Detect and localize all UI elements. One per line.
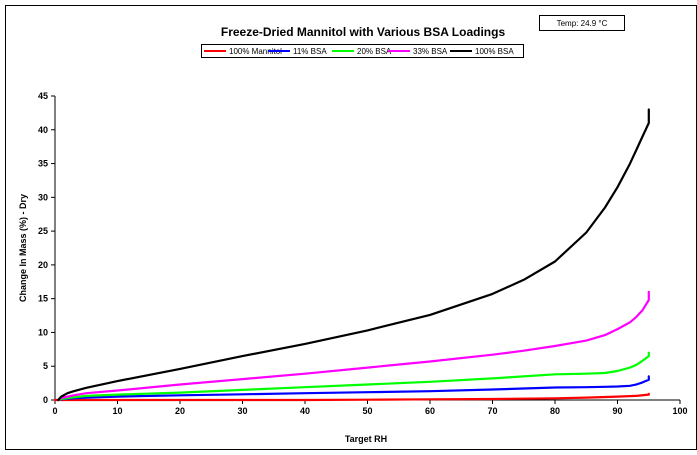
- x-tick-label: 90: [612, 406, 622, 416]
- x-tick-label: 30: [237, 406, 247, 416]
- series-line-11-bsa: [56, 375, 650, 402]
- x-tick-label: 70: [487, 406, 497, 416]
- legend-label: 33% BSA: [413, 47, 448, 56]
- series-line-20-bsa: [56, 351, 650, 402]
- y-tick-label: 40: [38, 125, 48, 135]
- legend-label: 20% BSA: [357, 47, 392, 56]
- x-tick-label: 80: [550, 406, 560, 416]
- x-tick-label: 0: [52, 406, 57, 416]
- legend-label: 100% BSA: [475, 47, 514, 56]
- legend: 100% Mannitol 11% BSA 20% BSA 33% BSA 100% B…: [201, 44, 524, 58]
- x-tick-label: 10: [112, 406, 122, 416]
- y-tick-label: 15: [38, 294, 48, 304]
- y-tick-label: 30: [38, 192, 48, 202]
- chart-area-border: [5, 5, 697, 450]
- x-tick-label: 40: [300, 406, 310, 416]
- series-line-100-mannitol: [53, 392, 650, 402]
- x-tick-label: 50: [362, 406, 372, 416]
- x-tick-label: 60: [425, 406, 435, 416]
- legend-entry-100-bsa: 100% BSA: [450, 47, 514, 56]
- plot-area: 0 5 10 15 20 25 30 35 40 45 0 10 20 30 40 50 60 70 80 90 100: [38, 91, 688, 416]
- x-tick-label: 20: [175, 406, 185, 416]
- series-line-100-bsa: [56, 108, 650, 402]
- temperature-label: Temp: 24.9 °C: [557, 19, 608, 28]
- legend-entry-33-bsa: 33% BSA: [388, 47, 448, 56]
- y-tick-label: 10: [38, 327, 48, 337]
- series-line-33-bsa: [56, 290, 650, 402]
- y-tick-label: 5: [43, 361, 48, 371]
- y-tick-label: 35: [38, 159, 48, 169]
- y-axis-title: Change In Mass (%) - Dry: [18, 194, 28, 302]
- temperature-annotation: Temp: 24.9 °C: [539, 15, 625, 31]
- legend-entry-20-bsa: 20% BSA: [332, 47, 392, 56]
- legend-box: [201, 44, 524, 58]
- legend-entry-100-mannitol: 100% Mannitol: [204, 47, 282, 56]
- legend-entry-11-bsa: 11% BSA: [268, 47, 327, 56]
- chart-title: Freeze-Dried Mannitol with Various BSA L…: [221, 25, 506, 39]
- legend-label: 100% Mannitol: [229, 47, 282, 56]
- x-tick-label: 100: [672, 406, 687, 416]
- y-tick-label: 45: [38, 91, 48, 101]
- y-tick-label: 20: [38, 260, 48, 270]
- y-tick-label: 0: [43, 395, 48, 405]
- y-tick-label: 25: [38, 226, 48, 236]
- legend-label: 11% BSA: [293, 47, 327, 56]
- x-axis-title: Target RH: [345, 434, 387, 444]
